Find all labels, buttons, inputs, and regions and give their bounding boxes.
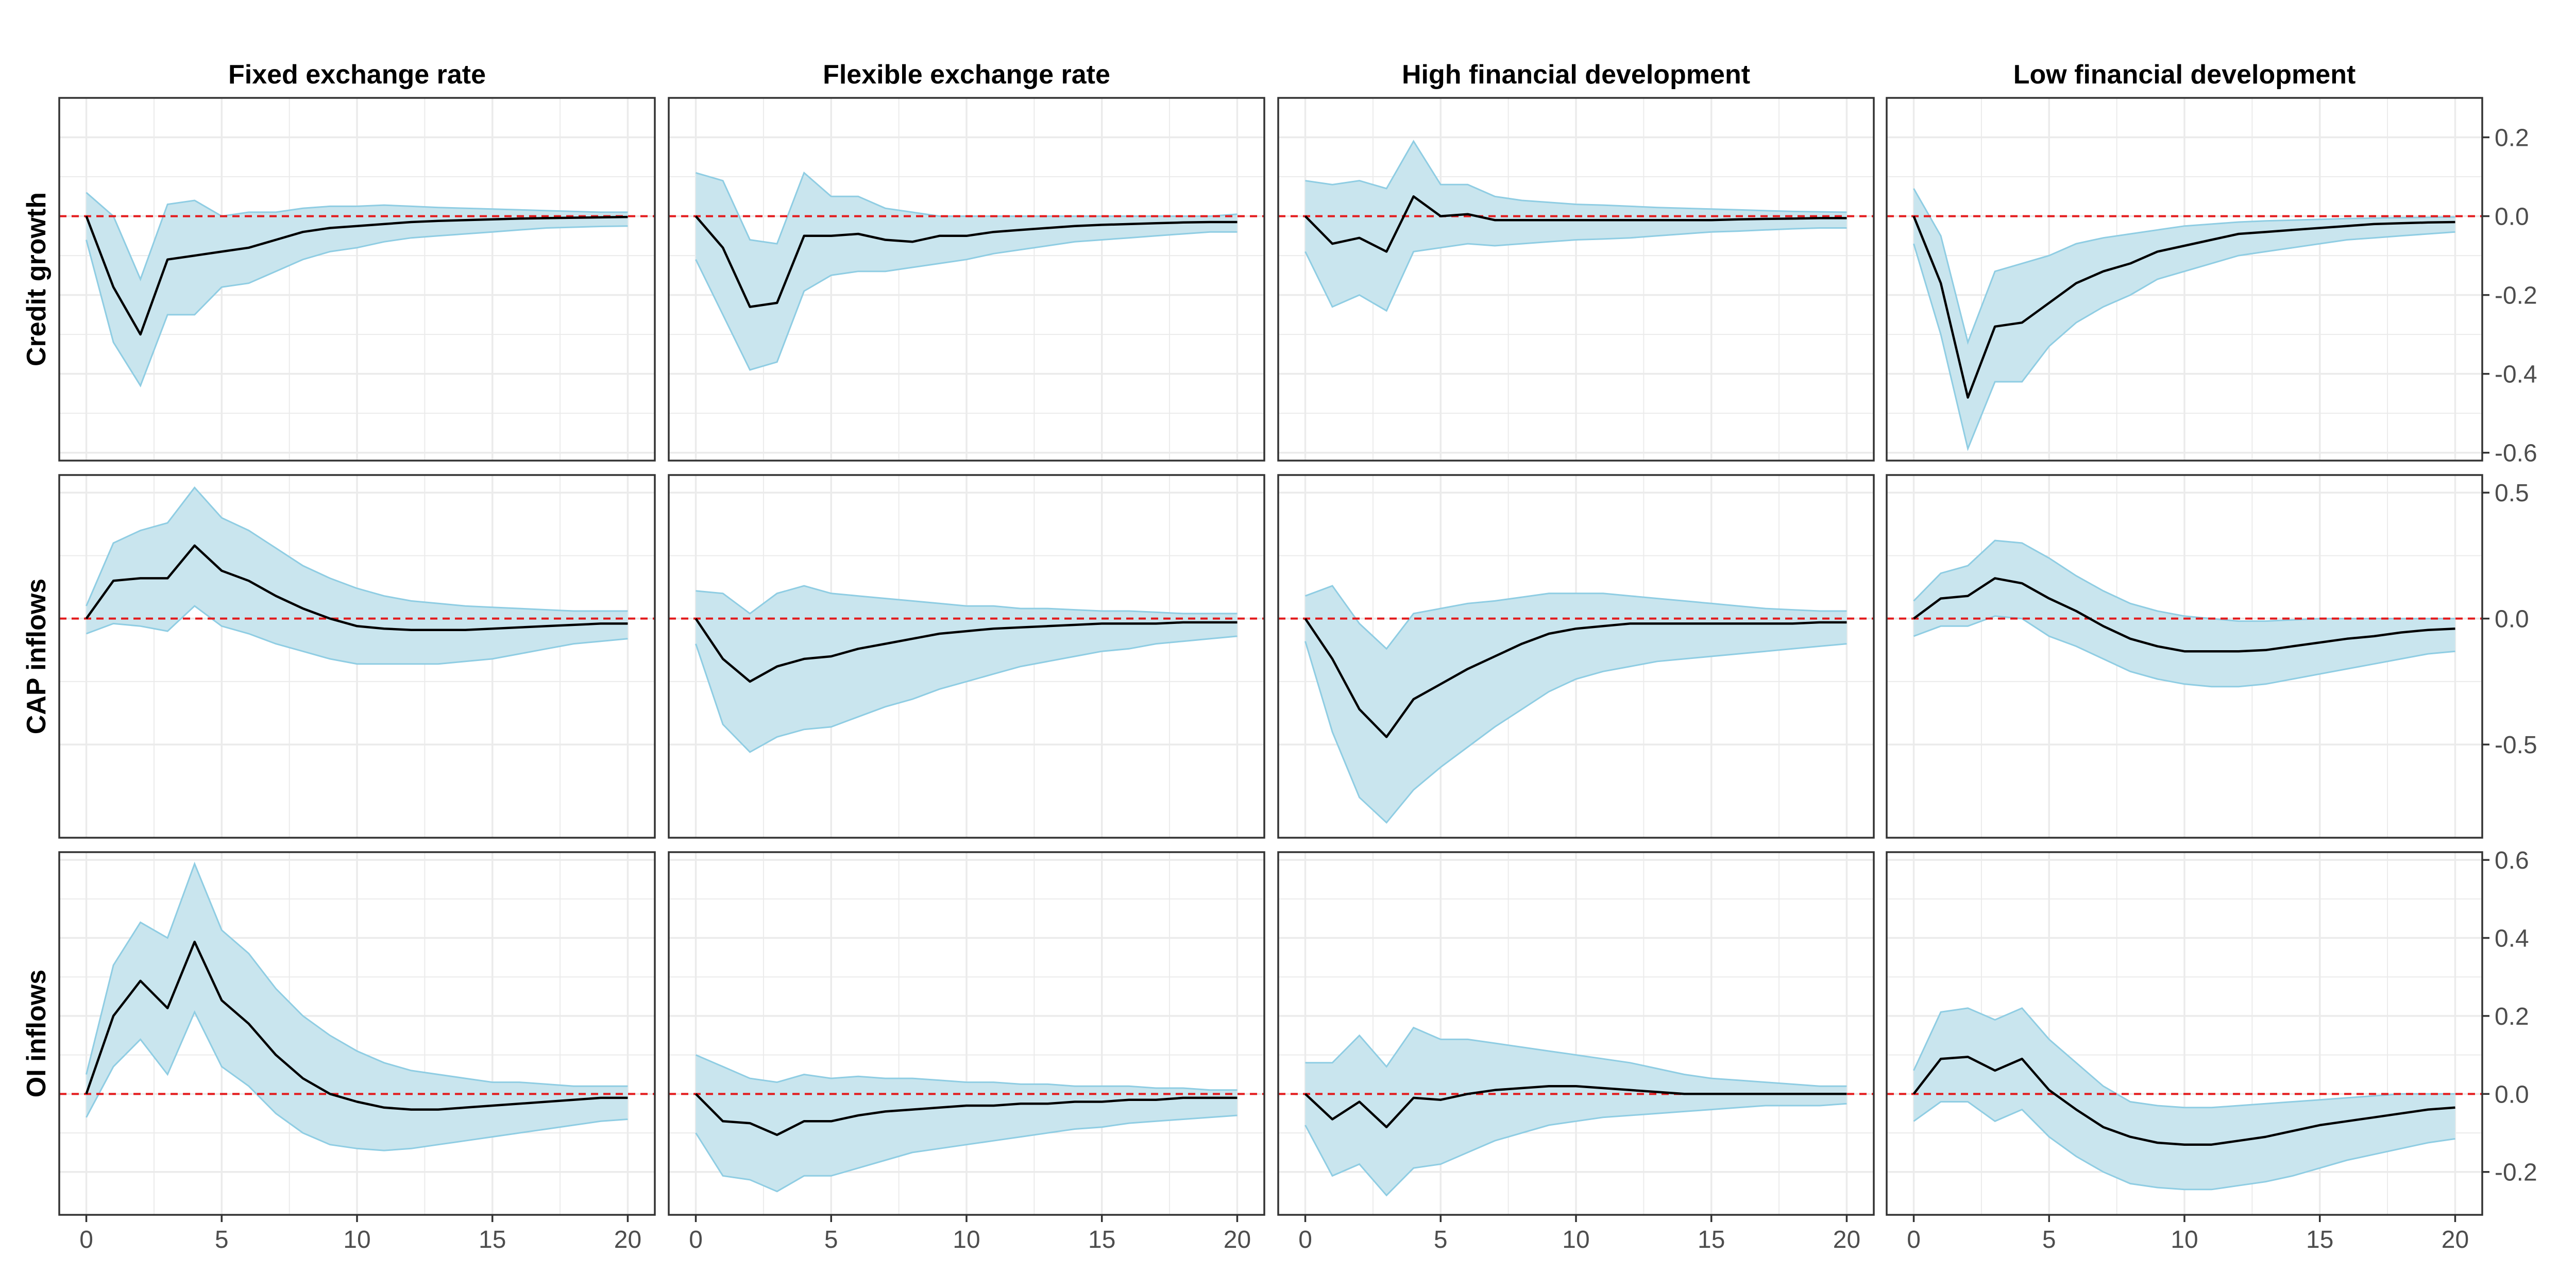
upper-bound-line (1913, 539, 2455, 622)
upper-bound-line (86, 192, 628, 282)
lower-bound-line (1913, 231, 2455, 451)
lower-bound-line (695, 1114, 1238, 1193)
upper-bound-line (86, 486, 628, 612)
upper-bound-line (1913, 188, 2455, 345)
lower-bound-line (1304, 227, 1847, 312)
upper-bound-line (695, 1054, 1238, 1091)
column-title: High financial development (1402, 60, 1750, 90)
confidence-band (86, 487, 628, 664)
x-tick-label: 5 (215, 1226, 229, 1253)
lower-bound-line (86, 1010, 628, 1151)
x-tick-label: 15 (1088, 1226, 1115, 1253)
impulse-response-line (694, 1093, 1238, 1137)
y-tick-label: -0.2 (2495, 282, 2537, 310)
impulse-response-line (85, 215, 628, 336)
panel-border (668, 97, 1265, 462)
impulse-response-line (694, 215, 1238, 308)
x-tick-label: 0 (1907, 1226, 1921, 1253)
x-tick-label: 10 (953, 1226, 980, 1253)
lower-bound-line (695, 231, 1238, 371)
x-tick-label: 0 (689, 1226, 703, 1253)
y-tick-label: -0.5 (2495, 732, 2537, 759)
lower-bound-line (695, 635, 1238, 753)
lower-bound-line (1304, 641, 1847, 824)
x-tick-label: 10 (343, 1226, 370, 1253)
x-tick-label: 5 (824, 1226, 838, 1253)
x-tick-label: 10 (2171, 1226, 2198, 1253)
column-title: Fixed exchange rate (228, 60, 486, 90)
confidence-band (1305, 141, 1847, 311)
panel-border (668, 474, 1265, 839)
row-title: OI inflows (22, 970, 52, 1097)
lower-bound-line (1304, 1103, 1847, 1197)
upper-bound-line (86, 861, 628, 1087)
y-tick-label: -0.4 (2495, 361, 2537, 388)
y-tick-label: 0.2 (2495, 125, 2529, 152)
x-tick-label: 15 (479, 1226, 506, 1253)
confidence-band (1913, 540, 2455, 687)
x-tick-label: 0 (79, 1226, 93, 1253)
y-tick-label: 0.6 (2495, 847, 2529, 874)
upper-bound-line (696, 585, 1238, 615)
row-title: Credit growth (22, 192, 52, 366)
y-tick-label: 0.0 (2495, 204, 2529, 231)
y-tick-label: 0.5 (2495, 480, 2529, 507)
x-tick-label: 20 (1224, 1226, 1251, 1253)
confidence-band (696, 586, 1238, 752)
y-tick-label: 0.0 (2495, 1081, 2529, 1108)
impulse-response-line (1304, 1084, 1847, 1128)
impulse-response-line (85, 940, 628, 1111)
impulse-response-line (85, 544, 628, 631)
upper-bound-line (1913, 1007, 2455, 1109)
impulse-response-line (694, 618, 1238, 683)
x-tick-label: 15 (1698, 1226, 1725, 1253)
impulse-response-line (1304, 618, 1847, 738)
x-tick-label: 10 (1562, 1226, 1589, 1253)
x-tick-label: 5 (2042, 1226, 2056, 1253)
impulse-response-line (1912, 215, 2455, 399)
row-title: CAP inflows (22, 579, 52, 734)
panel-border (1277, 474, 1875, 839)
lower-bound-line (86, 605, 628, 665)
confidence-band (1913, 1008, 2455, 1190)
panel-border (58, 474, 656, 839)
confidence-band (1305, 1027, 1847, 1196)
y-tick-label: -0.6 (2495, 440, 2537, 467)
panel-border (1886, 474, 2483, 839)
column-title: Low financial development (2013, 60, 2356, 90)
x-tick-label: 20 (614, 1226, 641, 1253)
panel-border (1886, 97, 2483, 462)
impulse-response-line (1913, 577, 2455, 653)
confidence-band (696, 173, 1238, 370)
lower-bound-line (1913, 615, 2455, 688)
x-tick-label: 5 (1434, 1226, 1448, 1253)
x-tick-label: 0 (1298, 1226, 1312, 1253)
y-tick-label: 0.4 (2495, 925, 2529, 953)
impulse-response-line (1912, 1056, 2455, 1146)
confidence-band (86, 192, 628, 386)
confidence-band (1913, 189, 2455, 449)
x-tick-label: 20 (2442, 1226, 2469, 1253)
x-tick-label: 15 (2306, 1226, 2333, 1253)
y-tick-label: 0.0 (2495, 606, 2529, 633)
confidence-band (86, 863, 628, 1151)
upper-bound-line (1304, 585, 1847, 650)
lower-bound-line (86, 225, 628, 387)
confidence-band (696, 1055, 1238, 1192)
upper-bound-line (1305, 140, 1847, 213)
y-tick-label: -0.2 (2495, 1159, 2537, 1187)
panel-border (1277, 97, 1875, 462)
lower-bound-line (1913, 1101, 2455, 1191)
column-title: Flexible exchange rate (823, 60, 1110, 90)
upper-bound-line (1305, 1026, 1847, 1087)
confidence-band (1305, 586, 1847, 823)
x-tick-label: 20 (1833, 1226, 1860, 1253)
panel-border (58, 97, 656, 462)
y-tick-label: 0.2 (2495, 1003, 2529, 1030)
impulse-response-line (1304, 195, 1847, 253)
